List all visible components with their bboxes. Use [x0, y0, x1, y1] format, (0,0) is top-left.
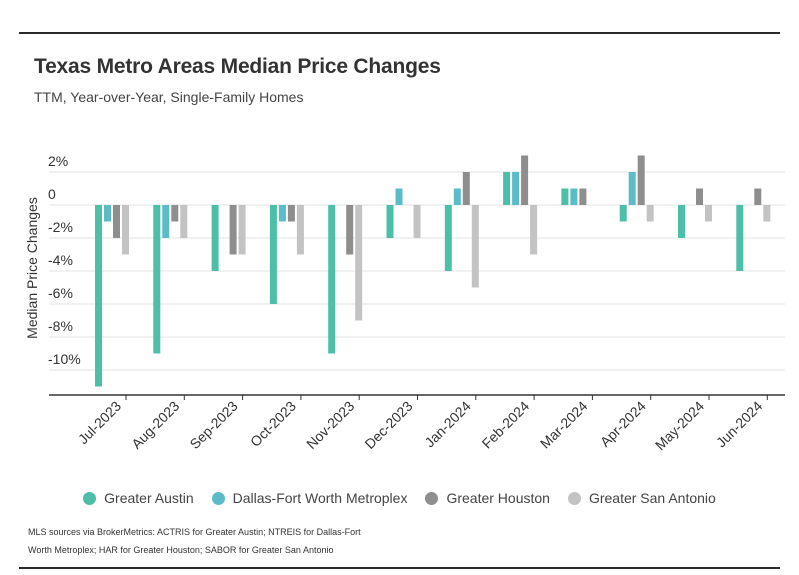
- bar: [229, 205, 237, 255]
- legend-item: Greater Austin: [83, 490, 194, 506]
- bar: [395, 188, 403, 205]
- source-line-2: Worth Metroplex; HAR for Greater Houston…: [28, 545, 334, 555]
- bar: [561, 188, 569, 205]
- legend-item: Greater Houston: [425, 490, 550, 506]
- legend-label: Greater San Antonio: [588, 490, 716, 506]
- bar: [521, 155, 529, 205]
- x-tick-label: Mar-2024: [537, 398, 591, 452]
- bar: [646, 205, 654, 222]
- bar: [471, 205, 479, 288]
- bar: [386, 205, 394, 238]
- x-tick-label: Feb-2024: [479, 398, 533, 452]
- bar: [503, 172, 511, 205]
- bar: [579, 188, 587, 205]
- x-tick-label: Sep-2023: [186, 398, 240, 452]
- bar: [696, 188, 703, 205]
- x-tick-label: May-2024: [652, 398, 707, 453]
- bar: [355, 205, 363, 321]
- bar: [763, 205, 771, 222]
- chart-title: Texas Metro Areas Median Price Changes: [34, 55, 441, 78]
- legend-swatch: [211, 491, 225, 505]
- y-axis-label: Median Price Changes: [24, 197, 40, 339]
- bar: [637, 155, 645, 205]
- legend-swatch: [425, 491, 439, 505]
- y-tick-label: 2%: [48, 153, 68, 169]
- bar: [628, 172, 636, 205]
- bar: [413, 205, 421, 238]
- legend-label: Greater Houston: [446, 490, 550, 506]
- bar: [736, 205, 744, 271]
- bar: [162, 205, 170, 238]
- bar: [113, 205, 120, 238]
- bar: [104, 205, 111, 222]
- bar: [328, 205, 336, 354]
- bar: [619, 205, 627, 222]
- bar: [122, 205, 129, 255]
- bar: [705, 205, 712, 222]
- bar: [678, 205, 685, 238]
- legend-item: Dallas-Fort Worth Metroplex: [211, 490, 408, 506]
- bar: [269, 205, 277, 304]
- bar: [444, 205, 452, 271]
- bar: [453, 188, 461, 205]
- bar: [95, 205, 102, 387]
- y-tick-label: -8%: [48, 318, 73, 334]
- x-tick-label: Jul-2023: [75, 398, 124, 447]
- legend-label: Greater Austin: [104, 490, 194, 506]
- source-line-1: MLS sources via BrokerMetrics: ACTRIS fo…: [28, 527, 361, 537]
- x-tick-label: Dec-2023: [361, 398, 415, 452]
- bar: [512, 172, 520, 205]
- bar: [180, 205, 188, 238]
- bar-chart: 2% 0 -2% -4% -6% -8% -10% Median Price Changes J…: [24, 153, 785, 453]
- bar: [238, 205, 246, 255]
- x-tick-label: Oct-2023: [247, 398, 299, 450]
- x-tick-label: Jun-2024: [713, 398, 766, 451]
- bar: [278, 205, 286, 222]
- bar: [296, 205, 304, 255]
- bar: [346, 205, 354, 255]
- x-tick-label: Jan-2024: [421, 398, 474, 451]
- y-tick-label: -10%: [48, 351, 81, 367]
- source-note: MLS sources via BrokerMetrics: ACTRIS fo…: [28, 523, 388, 559]
- bar: [153, 205, 161, 354]
- chart-subtitle: TTM, Year-over-Year, Single-Family Homes: [34, 89, 304, 105]
- legend-label: Dallas-Fort Worth Metroplex: [232, 490, 408, 506]
- legend-swatch: [567, 491, 581, 505]
- bar: [171, 205, 179, 222]
- bar: [570, 188, 578, 205]
- bar: [754, 188, 762, 205]
- top-rule: [19, 32, 780, 34]
- bar: [287, 205, 295, 222]
- x-tick-label: Aug-2023: [128, 398, 182, 452]
- x-tick-label: Nov-2023: [303, 398, 357, 452]
- chart-legend: Greater Austin Dallas-Fort Worth Metrople…: [0, 490, 799, 506]
- bar: [530, 205, 538, 255]
- y-tick-label: -6%: [48, 285, 73, 301]
- y-tick-label: -4%: [48, 252, 73, 268]
- y-tick-label: 0: [48, 186, 56, 202]
- y-tick-label: -2%: [48, 219, 73, 235]
- legend-item: Greater San Antonio: [567, 490, 716, 506]
- bar: [462, 172, 470, 205]
- bar: [211, 205, 219, 271]
- x-tick-label: Apr-2024: [597, 398, 649, 450]
- legend-swatch: [83, 491, 97, 505]
- bottom-rule: [19, 567, 780, 569]
